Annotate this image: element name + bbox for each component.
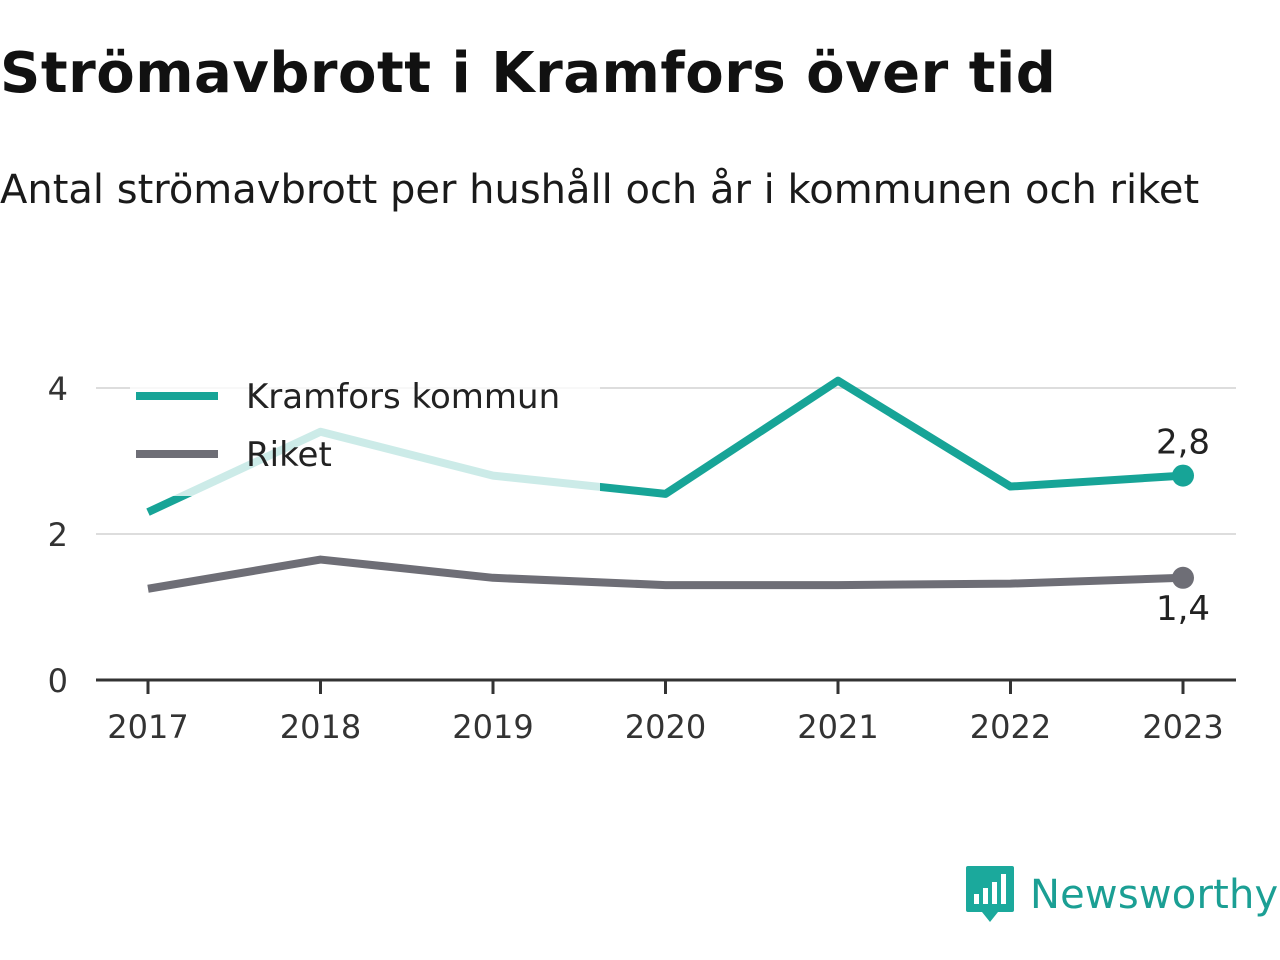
chart-subtitle: Antal strömavbrott per hushåll och år i … [0,167,1200,213]
newsworthy-wordmark: Newsworthy [1030,872,1279,918]
legend: Kramfors kommun Riket [130,368,600,496]
x-axis-ticks: 2017 2018 2019 2020 2021 2022 2023 [107,708,1223,746]
x-tick-label: 2023 [1142,708,1223,746]
y-tick-label: 0 [48,662,68,700]
x-tick-label: 2019 [452,708,533,746]
x-axis [96,678,1236,694]
legend-label: Riket [246,435,332,475]
x-tick-label: 2017 [107,708,188,746]
x-tick-label: 2020 [625,708,706,746]
series-line-riket [147,555,1184,593]
y-tick-label: 2 [48,516,68,554]
end-points: 2,8 1,4 [1156,423,1210,629]
legend-background [130,368,600,496]
end-point-kramfors-kommun [1172,464,1194,487]
x-tick-label: 2021 [797,708,878,746]
x-tick-label: 2022 [970,708,1051,746]
y-axis-ticks: 0 2 4 [48,370,68,700]
newsworthy-bar-chart-icon [966,866,1014,922]
x-tick-label: 2018 [280,708,361,746]
legend-label: Kramfors kommun [246,377,560,417]
newsworthy-logo: Newsworthy [964,864,1278,926]
end-point-riket [1172,566,1194,589]
data-label-kramfors-kommun: 2,8 [1156,423,1210,463]
y-tick-label: 4 [48,370,68,408]
chart-title: Strömavbrott i Kramfors över tid [0,41,1057,106]
data-label-riket: 1,4 [1156,589,1210,629]
